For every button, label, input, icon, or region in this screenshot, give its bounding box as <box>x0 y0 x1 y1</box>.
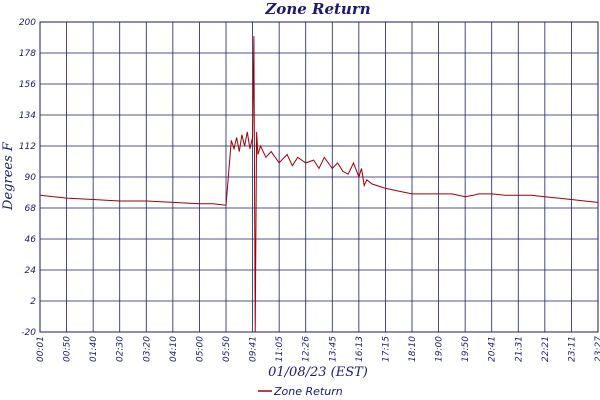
y-tick-label: 156 <box>19 80 36 90</box>
x-tick-label: 09:41 <box>249 336 259 362</box>
legend-label: Zone Return <box>273 385 343 398</box>
series-group <box>39 36 599 333</box>
x-tick-labels: 00:01 00:50 01:40 02:30 03:20 04:10 05:00 05:50… <box>36 336 600 362</box>
series-line-zone-return <box>39 36 599 333</box>
x-axis-label: 01/08/23 (EST) <box>268 365 368 380</box>
y-tick-label: 200 <box>19 18 36 28</box>
x-tick-label: 13:45 <box>328 336 338 362</box>
y-tick-label: 134 <box>19 111 36 121</box>
x-tick-label: 05:50 <box>222 336 232 362</box>
x-tick-label: 12:26 <box>302 336 312 362</box>
y-tick-label: -20 <box>21 328 36 338</box>
x-tick-label: 05:00 <box>195 336 205 362</box>
x-tick-label: 00:50 <box>63 336 73 362</box>
x-tick-label: 01:40 <box>89 336 99 362</box>
x-tick-label: 18:10 <box>408 336 418 362</box>
x-tick-label: 19:50 <box>461 336 471 362</box>
legend: Zone Return <box>258 385 343 398</box>
x-tick-label: 17:15 <box>381 336 391 362</box>
y-tick-label: 2 <box>30 297 36 307</box>
x-tick-label: 11:05 <box>275 336 285 362</box>
y-tick-label: 90 <box>25 173 37 183</box>
x-tick-label: 03:20 <box>142 336 152 362</box>
x-tick-label: 23:11 <box>567 336 577 362</box>
x-tick-label: 00:01 <box>36 336 46 362</box>
x-tick-label: 21:31 <box>514 336 524 362</box>
y-tick-label: 68 <box>25 204 37 214</box>
y-axis-label: Degrees F <box>1 141 16 211</box>
y-tick-labels: 200 178 156 134 112 90 68 46 24 2 -20 <box>19 18 36 338</box>
y-tick-label: 178 <box>19 49 36 59</box>
x-tick-label: 20:41 <box>488 336 498 362</box>
y-tick-label: 112 <box>19 142 36 152</box>
x-tick-label: 16:13 <box>355 336 365 362</box>
y-tick-label: 24 <box>25 266 37 276</box>
x-tick-label: 04:10 <box>169 336 179 362</box>
plot-frame <box>39 21 599 333</box>
x-tick-label: 19:00 <box>435 336 445 362</box>
y-tick-label: 46 <box>25 235 37 245</box>
x-tick-label: 23:27 <box>594 336 600 362</box>
x-tick-label: 22:21 <box>541 336 551 362</box>
x-tick-label: 02:30 <box>116 336 126 362</box>
chart-title: Zone Return <box>264 0 370 18</box>
